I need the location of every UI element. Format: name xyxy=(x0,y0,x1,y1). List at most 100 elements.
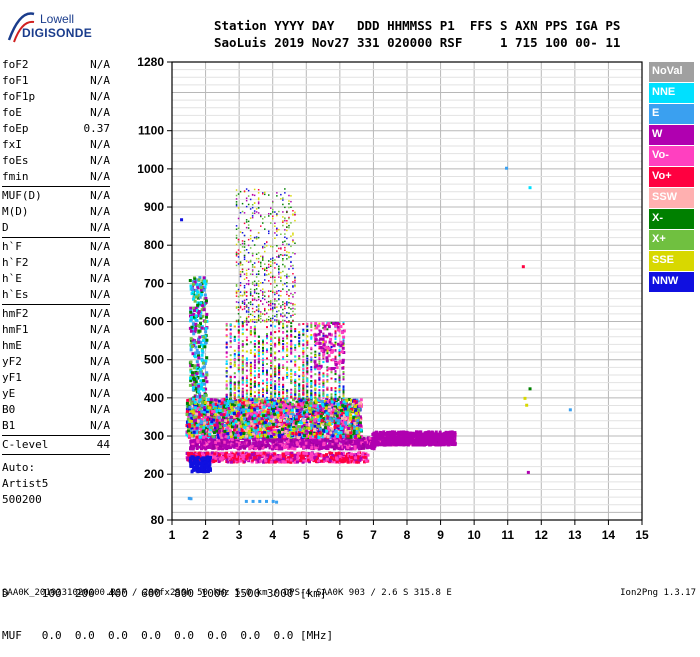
echo-point xyxy=(194,419,197,422)
echo-point xyxy=(218,400,221,403)
echo-point xyxy=(273,413,276,416)
echo-point xyxy=(337,425,340,428)
echo-point xyxy=(302,457,305,460)
echo-point xyxy=(226,427,229,430)
echo-point xyxy=(254,391,256,393)
echo-point xyxy=(338,447,341,450)
echo-point xyxy=(227,445,230,448)
echo-point xyxy=(240,421,243,424)
echo-point xyxy=(254,447,257,450)
echo-point xyxy=(340,401,343,404)
echo-point xyxy=(305,401,308,404)
echo-point xyxy=(198,413,201,416)
echo-point xyxy=(240,409,243,412)
echo-point xyxy=(275,419,278,422)
echo-point xyxy=(222,433,225,436)
echo-point xyxy=(349,447,352,450)
echo-point xyxy=(189,460,192,463)
echo-point xyxy=(340,409,343,412)
echo-point xyxy=(250,413,253,416)
echo-point xyxy=(286,420,289,423)
echo-point xyxy=(298,433,301,436)
echo-point xyxy=(319,428,322,431)
echo-point xyxy=(189,414,192,417)
echo-point xyxy=(294,336,296,338)
echo-point xyxy=(242,414,245,417)
echo-point xyxy=(344,421,347,424)
echo-point xyxy=(194,401,197,404)
echo-point xyxy=(323,442,326,445)
echo-point xyxy=(341,417,344,420)
echo-point xyxy=(313,419,316,422)
echo-point xyxy=(202,430,205,433)
echo-point xyxy=(204,401,207,404)
echo-point xyxy=(338,419,341,422)
echo-point xyxy=(306,390,308,392)
echo-point xyxy=(237,453,240,456)
echo-point xyxy=(200,421,203,424)
echo-point xyxy=(321,446,324,449)
echo-point xyxy=(308,407,311,410)
echo-point xyxy=(329,417,332,420)
echo-point xyxy=(267,403,270,406)
echo-point xyxy=(231,425,234,428)
echo-point xyxy=(272,410,275,413)
echo-point xyxy=(192,445,195,448)
echo-point xyxy=(292,428,295,431)
echo-point xyxy=(325,446,328,449)
echo-point xyxy=(290,459,293,462)
echo-point xyxy=(252,432,255,435)
echo-point xyxy=(281,460,284,463)
echo-point xyxy=(191,424,194,427)
echo-point xyxy=(306,404,309,407)
echo-point xyxy=(242,454,245,457)
echo-point xyxy=(249,456,252,459)
echo-point xyxy=(300,407,303,410)
echo-point xyxy=(197,420,200,423)
echo-point xyxy=(218,453,221,456)
echo-point xyxy=(266,357,268,359)
echo-point xyxy=(310,352,312,354)
echo-point xyxy=(246,457,249,460)
echo-point xyxy=(337,403,340,406)
echo-point xyxy=(278,408,281,411)
echo-point xyxy=(282,453,285,456)
echo-point xyxy=(306,355,308,357)
echo-point xyxy=(200,404,203,407)
echo-point xyxy=(320,460,323,463)
echo-point xyxy=(212,456,215,459)
echo-point xyxy=(267,411,270,414)
echo-point xyxy=(357,452,360,455)
echo-point xyxy=(300,422,303,425)
echo-point xyxy=(346,458,349,461)
echo-point xyxy=(316,409,319,412)
echo-point xyxy=(332,409,335,412)
echo-point xyxy=(342,435,345,438)
echo-point xyxy=(196,447,199,450)
echo-point xyxy=(282,338,284,340)
echo-point xyxy=(365,460,368,463)
echo-point xyxy=(364,456,367,459)
echo-point xyxy=(317,425,320,428)
echo-point xyxy=(320,400,323,403)
echo-point xyxy=(243,447,246,450)
echo-point xyxy=(239,460,242,463)
echo-point xyxy=(363,437,366,440)
echo-point xyxy=(258,456,261,459)
echo-point xyxy=(272,405,275,408)
echo-point xyxy=(219,409,222,412)
echo-point xyxy=(258,411,261,414)
echo-point xyxy=(242,343,244,345)
echo-point xyxy=(362,447,365,450)
echo-point xyxy=(278,423,281,426)
echo-point xyxy=(296,409,299,412)
echo-point xyxy=(238,332,240,334)
echo-point xyxy=(237,407,240,410)
echo-point xyxy=(207,425,210,428)
echo-point xyxy=(195,457,198,460)
echo-point xyxy=(298,369,300,371)
echo-point xyxy=(195,463,198,466)
echo-point xyxy=(301,441,304,444)
echo-point xyxy=(190,457,193,460)
echo-point xyxy=(295,433,298,436)
